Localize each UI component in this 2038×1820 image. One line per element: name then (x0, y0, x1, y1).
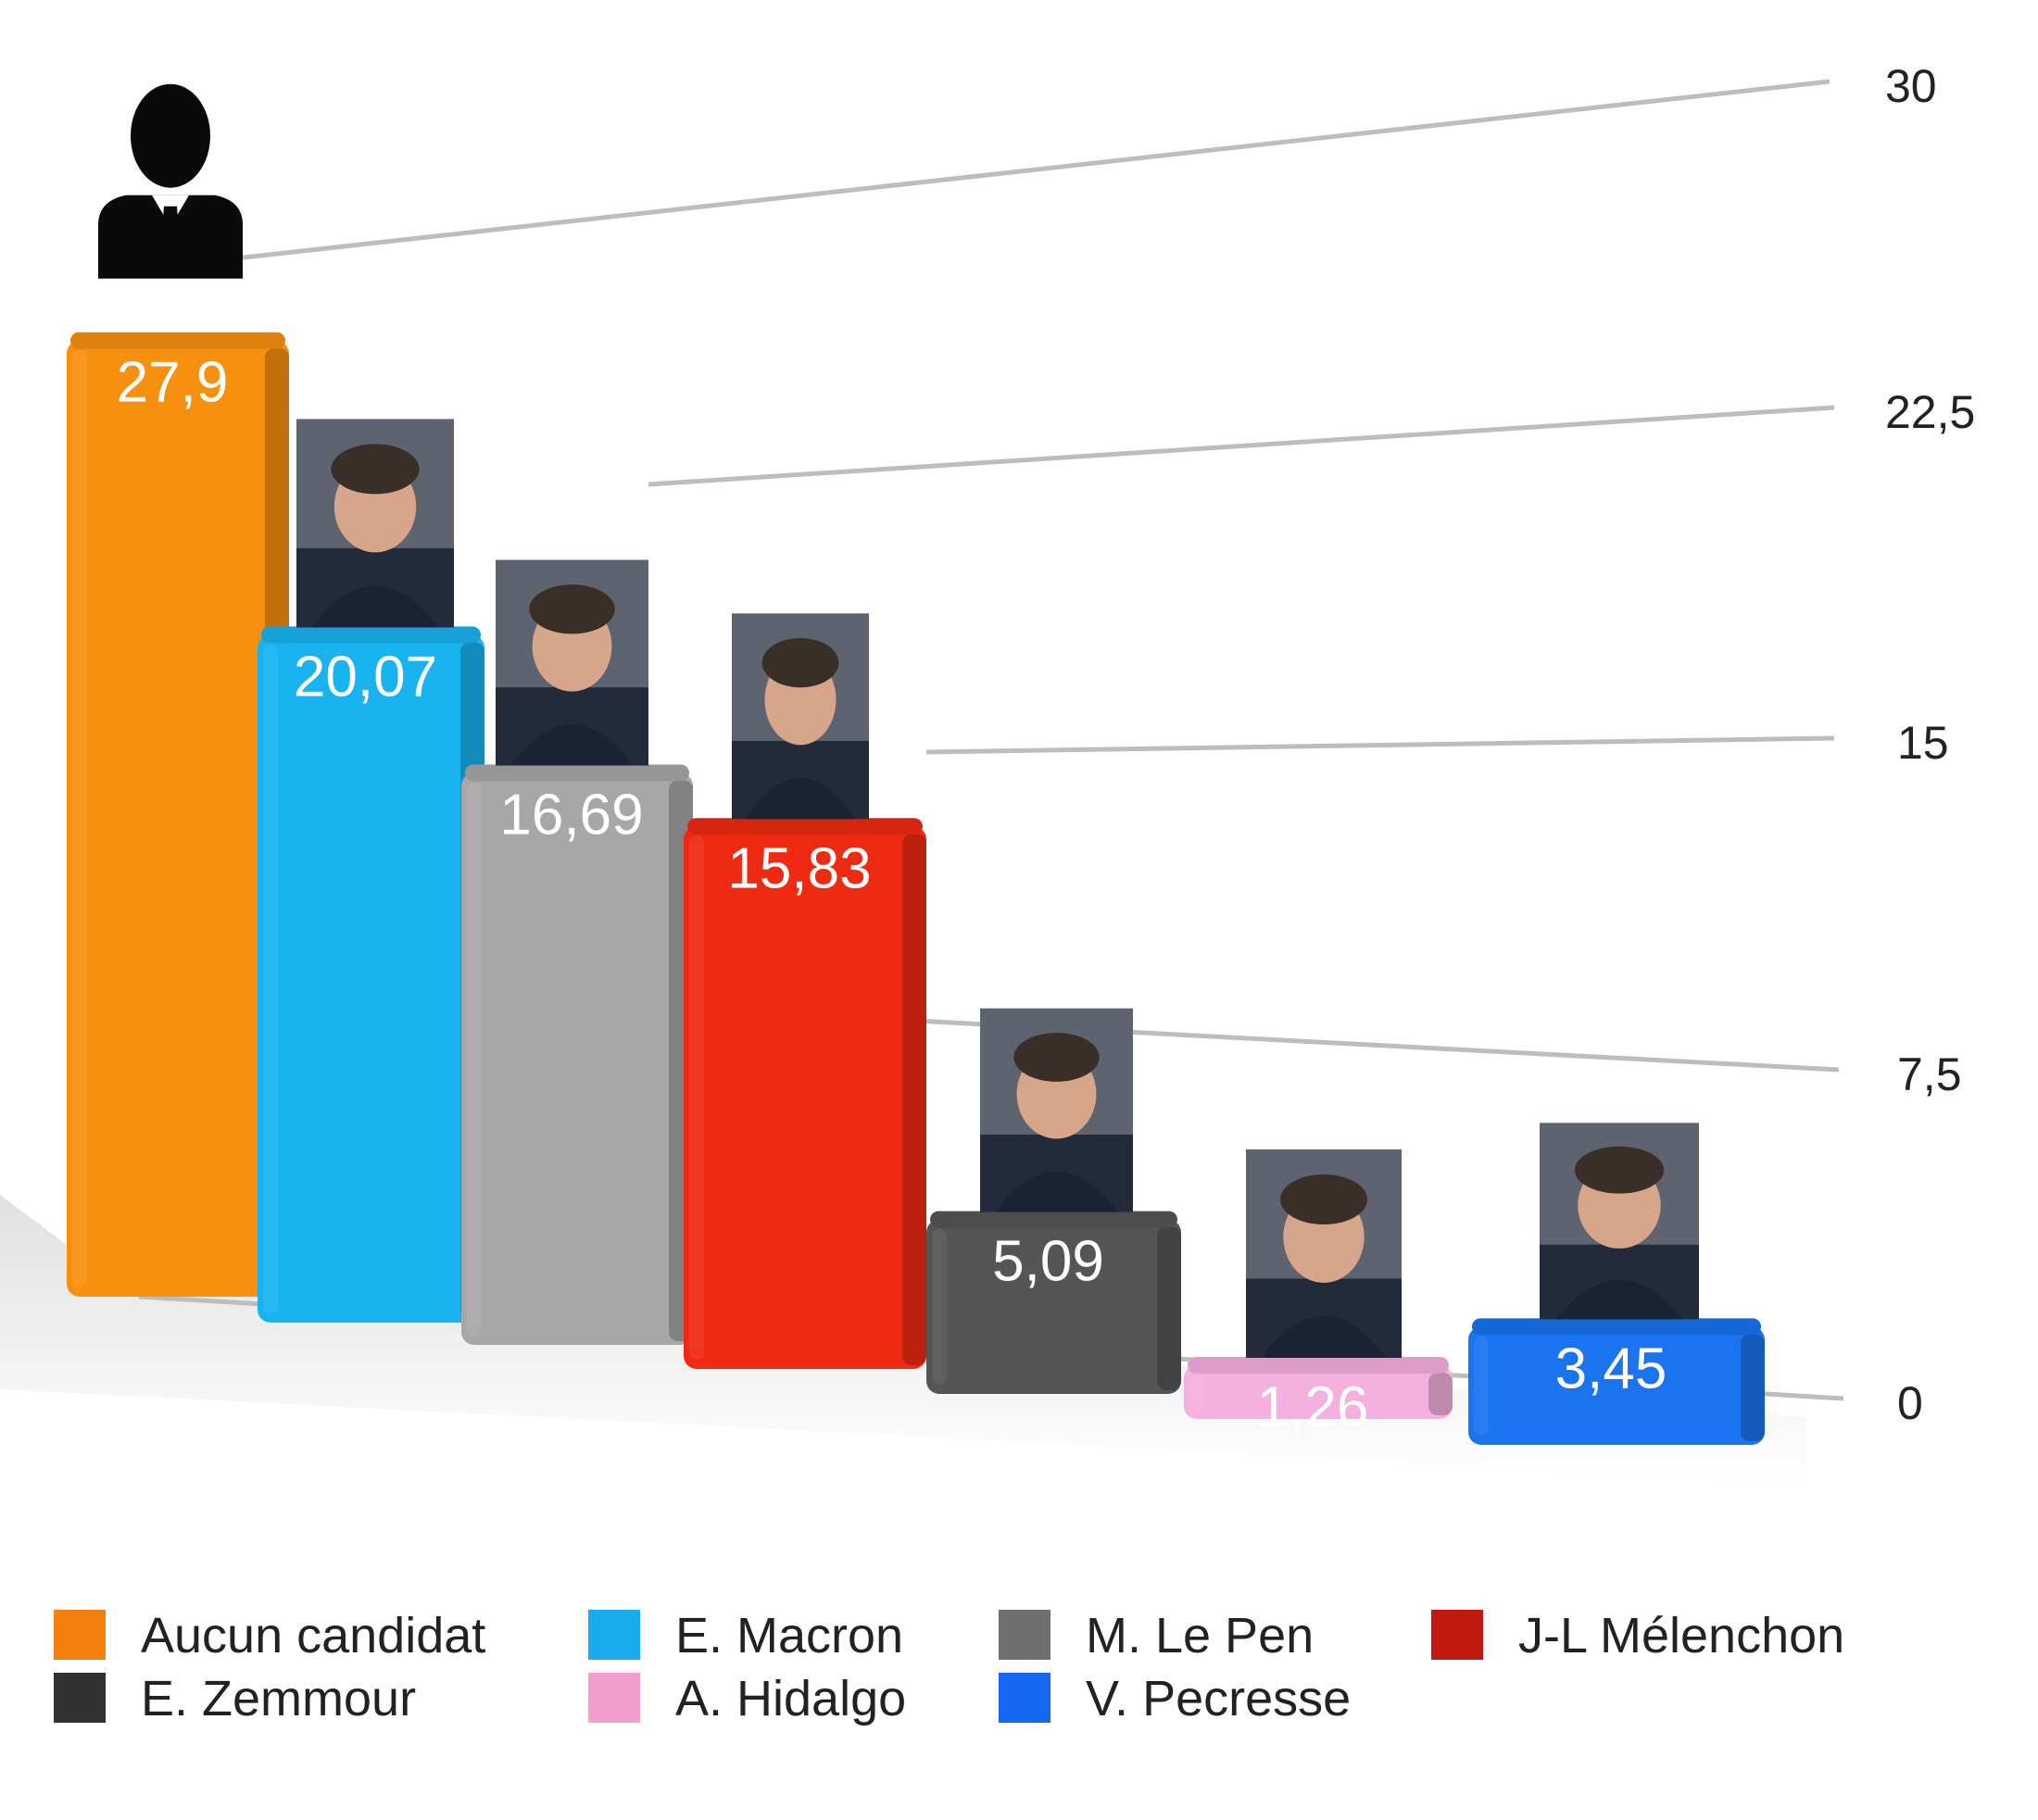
bar-highlight (1474, 1336, 1489, 1436)
legend-item: A. Hidalgo (588, 1671, 906, 1726)
bar-top (70, 332, 285, 349)
legend-label: A. Hidalgo (675, 1671, 906, 1726)
legend-item: E. Macron (588, 1608, 903, 1663)
y-axis-ticks: 0 7,5 15 22,5 30 (1885, 60, 1975, 1429)
y-tick-label: 30 (1885, 60, 1937, 112)
bar-body (67, 340, 289, 1298)
legend-label: J-L Mélenchon (1518, 1608, 1844, 1663)
portrait-photo (1246, 1149, 1402, 1358)
portraits (98, 83, 1699, 1358)
bar: 15,83 (684, 818, 926, 1369)
bar-highlight (689, 835, 704, 1360)
bar-top (1188, 1357, 1449, 1374)
gridline (648, 405, 1835, 487)
bar: 5,09 (926, 1211, 1181, 1394)
value-label: 3,45 (1555, 1337, 1667, 1400)
legend-label: M. Le Pen (1086, 1608, 1314, 1663)
legend-label: E. Zemmour (141, 1671, 416, 1726)
bar-body (461, 772, 693, 1345)
legend-item: J-L Mélenchon (1431, 1608, 1844, 1663)
bar-top (1472, 1318, 1761, 1336)
gridline (184, 79, 1830, 267)
legend-item: M. Le Pen (999, 1608, 1314, 1663)
value-label: 15,83 (727, 836, 871, 900)
value-label: 5,09 (992, 1230, 1104, 1294)
portrait-photo (496, 559, 648, 766)
bar-top (465, 764, 689, 782)
bar: 1,26 (1184, 1357, 1453, 1439)
y-tick-label: 7,5 (1897, 1048, 1962, 1100)
bars: 27,9 20,07 16,69 15,83 5,09 1,26 3,45 (67, 332, 1765, 1445)
portrait-photo (732, 613, 869, 820)
value-label: 16,69 (499, 783, 643, 847)
bar: 3,45 (1468, 1318, 1765, 1445)
portrait-photo (980, 1008, 1133, 1212)
legend-item: E. Zemmour (54, 1671, 416, 1726)
bar-side (902, 834, 926, 1365)
bar-top (261, 626, 481, 644)
bar-highlight (932, 1228, 947, 1385)
y-tick-label: 0 (1897, 1377, 1923, 1429)
legend-swatch (588, 1673, 640, 1723)
bar-highlight (467, 782, 482, 1336)
bar-body (1184, 1365, 1453, 1419)
value-label: 1,26 (1257, 1375, 1369, 1439)
bar-body (684, 826, 926, 1369)
legend-label: V. Pecresse (1086, 1671, 1351, 1726)
bar-highlight (263, 644, 278, 1313)
silhouette-icon (98, 83, 243, 279)
bar-body (1468, 1326, 1765, 1445)
legend-swatch (54, 1610, 106, 1660)
legend-swatch (999, 1673, 1050, 1723)
legend-item: V. Pecresse (999, 1671, 1351, 1726)
legend-label: Aucun candidat (141, 1608, 485, 1663)
bar-body (258, 634, 484, 1323)
bar-highlight (1189, 1374, 1204, 1410)
bar-top (687, 818, 923, 835)
legend: Aucun candidat E. Macron M. Le Pen J-L Méle… (54, 1608, 1844, 1726)
value-label: 20,07 (294, 645, 437, 709)
portrait-photo (296, 419, 454, 628)
legend-swatch (588, 1610, 640, 1660)
bar-side (1157, 1226, 1181, 1390)
bar: 20,07 (258, 626, 484, 1323)
bar: 16,69 (461, 764, 693, 1345)
bar: 27,9 (67, 332, 289, 1298)
legend-item: Aucun candidat (54, 1608, 485, 1663)
y-tick-label: 22,5 (1885, 386, 1975, 438)
gridline (925, 735, 1835, 755)
bar-body (926, 1219, 1181, 1394)
y-tick-label: 15 (1897, 717, 1949, 769)
legend-label: E. Macron (675, 1608, 903, 1663)
legend-swatch (1431, 1610, 1483, 1660)
value-label: 27,9 (117, 351, 229, 415)
legend-swatch (54, 1673, 106, 1723)
bar-highlight (72, 349, 87, 1287)
legend-swatch (999, 1610, 1050, 1660)
bar-top (930, 1211, 1177, 1228)
bar-side (1428, 1373, 1453, 1415)
bar-side (1741, 1334, 1765, 1441)
portrait-photo (1540, 1123, 1699, 1320)
